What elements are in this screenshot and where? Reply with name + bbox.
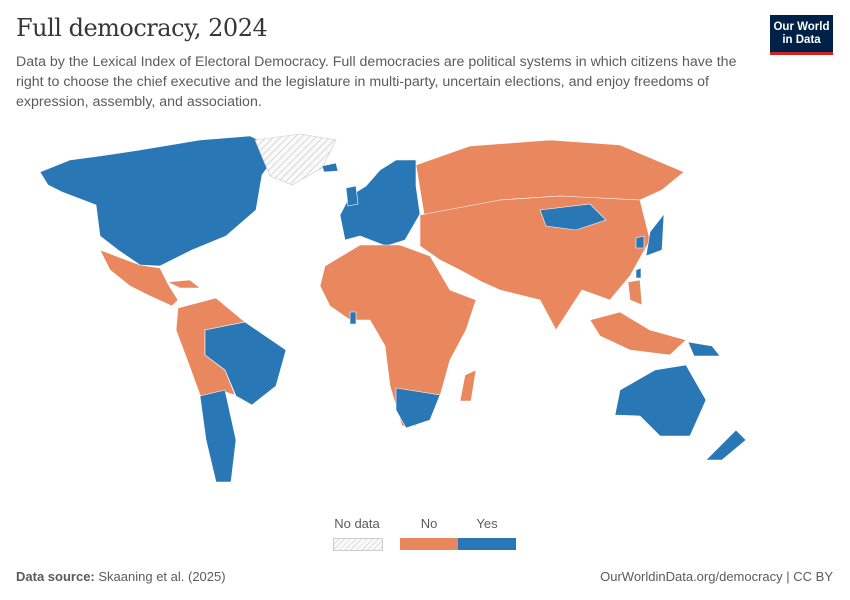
logo-text: in Data bbox=[782, 33, 821, 46]
footer-url[interactable]: OurWorldinData.org/democracy | CC BY bbox=[600, 569, 833, 584]
legend-nodata-swatch bbox=[333, 538, 383, 551]
region-uk[interactable] bbox=[345, 185, 359, 207]
legend-yes-label: Yes bbox=[476, 516, 498, 531]
owid-logo[interactable]: Our World in Data bbox=[770, 15, 833, 55]
region-asia-middle-east[interactable] bbox=[419, 195, 651, 331]
source-label: Data source: bbox=[16, 569, 95, 584]
region-papua-new-guinea[interactable] bbox=[687, 341, 721, 357]
chart-title: Full democracy, 2024 bbox=[16, 14, 268, 42]
region-ghana[interactable] bbox=[349, 311, 357, 325]
legend-nodata-label: No data bbox=[334, 516, 380, 531]
data-source: Data source: Skaaning et al. (2025) bbox=[16, 569, 226, 584]
region-australia[interactable] bbox=[614, 364, 707, 437]
world-map[interactable] bbox=[0, 120, 850, 500]
legend-no-swatch[interactable] bbox=[400, 538, 458, 550]
region-iceland[interactable] bbox=[321, 162, 339, 173]
region-mongolia[interactable] bbox=[539, 203, 607, 231]
region-brazil[interactable] bbox=[204, 321, 287, 406]
region-south-africa-botswana[interactable] bbox=[395, 387, 441, 429]
region-madagascar[interactable] bbox=[459, 369, 477, 402]
region-chile-argentina[interactable] bbox=[199, 389, 237, 483]
region-taiwan[interactable] bbox=[635, 267, 642, 279]
region-mexico-central-america[interactable] bbox=[99, 249, 179, 307]
region-cuba[interactable] bbox=[166, 279, 201, 289]
region-south-korea[interactable] bbox=[635, 235, 645, 249]
legend-no-label: No bbox=[420, 516, 438, 531]
region-north-america[interactable] bbox=[39, 135, 281, 267]
chart-subtitle: Data by the Lexical Index of Electoral D… bbox=[16, 54, 737, 110]
region-philippines[interactable] bbox=[627, 279, 643, 306]
region-europe[interactable] bbox=[339, 159, 421, 247]
logo-text: Our World bbox=[773, 20, 830, 33]
region-greenland[interactable] bbox=[254, 133, 337, 186]
region-indonesia[interactable] bbox=[589, 311, 687, 356]
region-new-zealand[interactable] bbox=[705, 429, 747, 461]
legend-yes-swatch[interactable] bbox=[458, 538, 516, 550]
region-japan[interactable] bbox=[645, 213, 665, 257]
source-text[interactable]: Skaaning et al. (2025) bbox=[98, 569, 226, 584]
